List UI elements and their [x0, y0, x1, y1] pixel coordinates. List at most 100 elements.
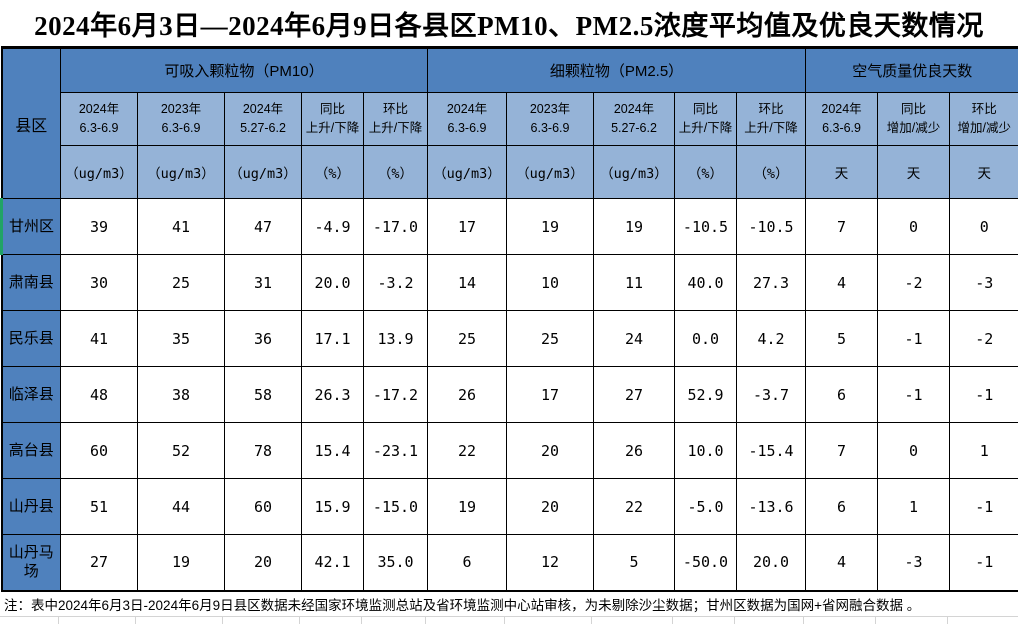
table-cell[interactable]: 6 — [805, 478, 879, 535]
column-header[interactable]: 环比 上升/下降 — [735, 92, 807, 146]
table-cell[interactable]: 17 — [427, 198, 507, 255]
table-cell[interactable]: -3 — [877, 534, 951, 591]
group-header-pm25[interactable]: 细颗粒物（PM2.5） — [426, 47, 807, 93]
table-cell[interactable]: 14 — [427, 254, 507, 311]
column-header[interactable]: 同比 增加/减少 — [877, 92, 951, 146]
column-header[interactable]: 环比 上升/下降 — [363, 92, 428, 146]
table-cell[interactable]: 39 — [60, 198, 138, 255]
unit-header[interactable]: （ug/m3） — [506, 145, 594, 199]
unit-header[interactable]: （%） — [363, 145, 428, 199]
row-header-gaotai[interactable]: 高台县 — [1, 422, 61, 479]
table-cell[interactable]: 7 — [805, 198, 879, 255]
table-cell[interactable]: -10.5 — [735, 198, 807, 255]
table-cell[interactable]: 38 — [137, 366, 225, 423]
table-cell[interactable]: -17.0 — [363, 198, 428, 255]
table-cell[interactable]: 44 — [137, 478, 225, 535]
column-header[interactable]: 2024年 6.3-6.9 — [805, 92, 879, 146]
table-cell[interactable]: 19 — [593, 198, 675, 255]
table-cell[interactable]: 25 — [137, 254, 225, 311]
unit-header[interactable]: （%） — [735, 145, 807, 199]
table-cell[interactable]: 36 — [224, 310, 302, 367]
unit-header[interactable]: （ug/m3） — [224, 145, 302, 199]
table-cell[interactable]: 20.0 — [735, 534, 807, 591]
table-cell[interactable]: 4 — [805, 254, 879, 311]
column-header[interactable]: 同比 上升/下降 — [301, 92, 364, 146]
column-header[interactable]: 环比 增加/减少 — [949, 92, 1018, 146]
row-header-sunan[interactable]: 肃南县 — [1, 254, 61, 311]
table-cell[interactable]: -15.0 — [363, 478, 428, 535]
table-cell[interactable]: 41 — [60, 310, 138, 367]
table-cell[interactable]: 58 — [224, 366, 302, 423]
table-cell[interactable]: 30 — [60, 254, 138, 311]
table-cell[interactable]: -4.9 — [301, 198, 364, 255]
row-header-linze[interactable]: 临泽县 — [1, 366, 61, 423]
table-cell[interactable]: 1 — [949, 422, 1018, 479]
table-cell[interactable]: 10 — [506, 254, 594, 311]
table-cell[interactable]: 20 — [224, 534, 302, 591]
table-cell[interactable]: 4 — [805, 534, 879, 591]
column-header[interactable]: 2024年 6.3-6.9 — [427, 92, 507, 146]
table-cell[interactable]: 52.9 — [674, 366, 737, 423]
table-cell[interactable]: 20 — [506, 478, 594, 535]
table-cell[interactable]: 1 — [877, 478, 951, 535]
table-cell[interactable]: 5 — [805, 310, 879, 367]
unit-header[interactable]: （ug/m3） — [60, 145, 138, 199]
table-cell[interactable]: 35.0 — [363, 534, 428, 591]
table-cell[interactable]: -2 — [877, 254, 951, 311]
table-cell[interactable]: 31 — [224, 254, 302, 311]
table-cell[interactable]: 42.1 — [301, 534, 364, 591]
table-cell[interactable]: -1 — [877, 310, 951, 367]
table-cell[interactable]: 27.3 — [735, 254, 807, 311]
table-cell[interactable]: 60 — [224, 478, 302, 535]
unit-header[interactable]: 天 — [949, 145, 1018, 199]
table-cell[interactable]: 5 — [593, 534, 675, 591]
table-cell[interactable]: 41 — [137, 198, 225, 255]
table-cell[interactable]: 15.9 — [301, 478, 364, 535]
table-cell[interactable]: 0 — [877, 198, 951, 255]
table-cell[interactable]: 60 — [60, 422, 138, 479]
unit-header[interactable]: 天 — [805, 145, 879, 199]
table-cell[interactable]: 12 — [506, 534, 594, 591]
row-header-shandan[interactable]: 山丹县 — [1, 478, 61, 535]
table-cell[interactable]: -10.5 — [674, 198, 737, 255]
table-cell[interactable]: -17.2 — [363, 366, 428, 423]
table-cell[interactable]: 52 — [137, 422, 225, 479]
table-cell[interactable]: -5.0 — [674, 478, 737, 535]
table-cell[interactable]: 27 — [593, 366, 675, 423]
table-cell[interactable]: 78 — [224, 422, 302, 479]
table-cell[interactable]: 0 — [877, 422, 951, 479]
table-cell[interactable]: -1 — [949, 534, 1018, 591]
table-cell[interactable]: 22 — [427, 422, 507, 479]
column-header[interactable]: 2024年 6.3-6.9 — [60, 92, 138, 146]
table-cell[interactable]: 26 — [427, 366, 507, 423]
table-cell[interactable]: 25 — [506, 310, 594, 367]
column-header[interactable]: 2023年 6.3-6.9 — [506, 92, 594, 146]
table-cell[interactable]: 6 — [427, 534, 507, 591]
table-cell[interactable]: 24 — [593, 310, 675, 367]
table-cell[interactable]: 26 — [593, 422, 675, 479]
table-cell[interactable]: 20 — [506, 422, 594, 479]
unit-header[interactable]: 天 — [877, 145, 951, 199]
table-cell[interactable]: 19 — [427, 478, 507, 535]
table-cell[interactable]: 17.1 — [301, 310, 364, 367]
unit-header[interactable]: （ug/m3） — [137, 145, 225, 199]
row-header-minle[interactable]: 民乐县 — [1, 310, 61, 367]
table-cell[interactable]: 15.4 — [301, 422, 364, 479]
table-cell[interactable]: 48 — [60, 366, 138, 423]
table-cell[interactable]: 6 — [805, 366, 879, 423]
table-cell[interactable]: 13.9 — [363, 310, 428, 367]
table-cell[interactable]: 19 — [506, 198, 594, 255]
column-header[interactable]: 2023年 6.3-6.9 — [137, 92, 225, 146]
table-cell[interactable]: -50.0 — [674, 534, 737, 591]
table-cell[interactable]: 22 — [593, 478, 675, 535]
column-header[interactable]: 同比 上升/下降 — [674, 92, 737, 146]
table-cell[interactable]: 27 — [60, 534, 138, 591]
table-cell[interactable]: 20.0 — [301, 254, 364, 311]
table-cell[interactable]: 10.0 — [674, 422, 737, 479]
row-header-shandan-machang[interactable]: 山丹马场 — [1, 534, 61, 591]
table-cell[interactable]: -23.1 — [363, 422, 428, 479]
group-header-pm10[interactable]: 可吸入颗粒物（PM10） — [60, 47, 428, 93]
table-cell[interactable]: -3 — [949, 254, 1018, 311]
table-cell[interactable]: -2 — [949, 310, 1018, 367]
table-cell[interactable]: 25 — [427, 310, 507, 367]
